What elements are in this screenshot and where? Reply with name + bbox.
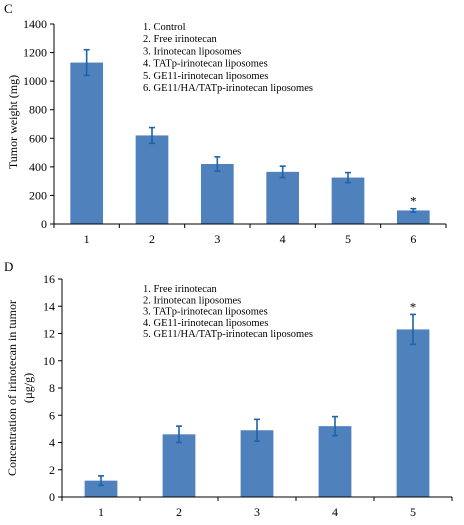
panel-d-y-ticks: 0 2 4 6 8 10 12 14 16 — [43, 272, 62, 504]
legend-entry-1: 1. Free irinotecan — [143, 284, 218, 295]
legend-entry-1: 1. Control — [143, 22, 186, 33]
x-tick-label-4: 4 — [332, 505, 338, 519]
error-bar-2 — [149, 126, 155, 145]
bar-1 — [70, 62, 103, 225]
panel-c-y-ticks: 0 200 400 600 800 1000 1200 1400 — [23, 17, 54, 231]
bar-2 — [135, 135, 169, 224]
significance-marker: * — [410, 194, 417, 209]
panel-c-annotations: * — [410, 194, 417, 209]
x-tick-label-1: 1 — [98, 505, 104, 519]
x-tick-label-5: 5 — [345, 232, 351, 246]
significance-marker: * — [410, 299, 417, 314]
bar-6 — [397, 210, 430, 224]
panel-c-bars — [70, 62, 430, 225]
legend-entry-5: 5. GE11/HA/TATp-irinotecan liposomes — [143, 329, 313, 340]
error-bar-4 — [279, 165, 286, 179]
legend-entry-3: 3. Irinotecan liposomes — [143, 46, 241, 57]
panel-c-y-axis-label: Tumor weight (mg) — [6, 75, 20, 169]
bar-1 — [84, 480, 118, 497]
y-tick-label: 400 — [29, 160, 47, 174]
legend-entry-2: 2. Irinotecan liposomes — [143, 295, 241, 306]
x-tick-label-5: 5 — [410, 505, 416, 519]
panel-c-letter: C — [4, 1, 13, 16]
y-tick-label: 600 — [29, 131, 47, 145]
bar-5 — [331, 177, 365, 224]
legend-entry-6: 6. GE11/HA/TATp-irinotecan liposomes — [143, 83, 313, 94]
bar-4 — [266, 171, 299, 224]
x-tick-label-2: 2 — [149, 232, 155, 246]
y-tick-label: 800 — [29, 103, 47, 117]
legend-entry-4: 4. TATp-irinotecan liposomes — [143, 59, 268, 70]
panel-d-y-axis-label-line2: (µg/g) — [21, 373, 35, 403]
x-tick-label-3: 3 — [254, 505, 260, 519]
error-bar-1 — [83, 48, 90, 77]
y-tick-label: 12 — [43, 327, 55, 341]
legend-entry-2: 2. Free irinotecan — [143, 34, 218, 45]
y-tick-label: 14 — [43, 299, 55, 313]
legend-entry-3: 3. TATp-irinotecan liposomes — [143, 307, 268, 318]
y-tick-label: 2 — [49, 463, 55, 477]
x-tick-label-6: 6 — [410, 232, 416, 246]
bar-4 — [318, 426, 352, 497]
legend-entry-4: 4. GE11-irinotecan liposomes — [143, 318, 268, 329]
panel-d-x-ticks: 1 2 3 4 5 — [61, 497, 453, 519]
y-tick-label: 10 — [43, 354, 55, 368]
error-bar-1 — [98, 475, 104, 487]
error-bar-3 — [254, 418, 260, 442]
y-tick-label: 200 — [29, 188, 47, 202]
y-tick-label: 0 — [41, 217, 47, 231]
y-tick-label: 8 — [49, 381, 55, 395]
x-tick-label-3: 3 — [214, 232, 220, 246]
error-bar-5 — [345, 171, 351, 184]
bar-2 — [162, 434, 196, 497]
panel-c-error-bars — [83, 48, 417, 213]
legend-entry-5: 5. GE11-irinotecan liposomes — [143, 71, 268, 82]
error-bar-4 — [332, 415, 338, 437]
y-tick-label: 4 — [49, 436, 55, 450]
y-tick-label: 1400 — [23, 17, 47, 31]
bar-5 — [396, 329, 430, 497]
error-bar-6 — [410, 207, 417, 213]
panel-c-x-ticks: 1 2 3 4 5 6 — [53, 224, 447, 246]
panel-d-annotations: * — [410, 299, 417, 314]
y-tick-label: 1000 — [23, 74, 47, 88]
error-bar-5 — [410, 313, 416, 346]
y-tick-label: 0 — [49, 490, 55, 504]
y-tick-label: 1200 — [23, 46, 47, 60]
bar-3 — [201, 164, 234, 224]
x-tick-label-4: 4 — [280, 232, 286, 246]
panel-d-bars — [84, 329, 430, 497]
x-tick-label-2: 2 — [176, 505, 182, 519]
error-bar-2 — [176, 425, 182, 444]
error-bar-3 — [214, 156, 221, 172]
x-tick-label-1: 1 — [84, 232, 90, 246]
panel-d-y-axis-label-line1: Concentration of irinotecan in tumor — [5, 300, 19, 476]
y-tick-label: 16 — [43, 272, 55, 286]
y-tick-label: 6 — [49, 408, 55, 422]
panel-d-error-bars — [98, 313, 416, 487]
panel-d-chart: D Concentration of irinotecan in tumor (… — [4, 259, 453, 519]
panel-d-letter: D — [4, 259, 13, 274]
